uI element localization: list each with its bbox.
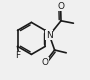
- Text: O: O: [57, 2, 64, 11]
- Text: F: F: [15, 52, 20, 60]
- Text: O: O: [41, 58, 49, 67]
- Text: N: N: [46, 31, 53, 40]
